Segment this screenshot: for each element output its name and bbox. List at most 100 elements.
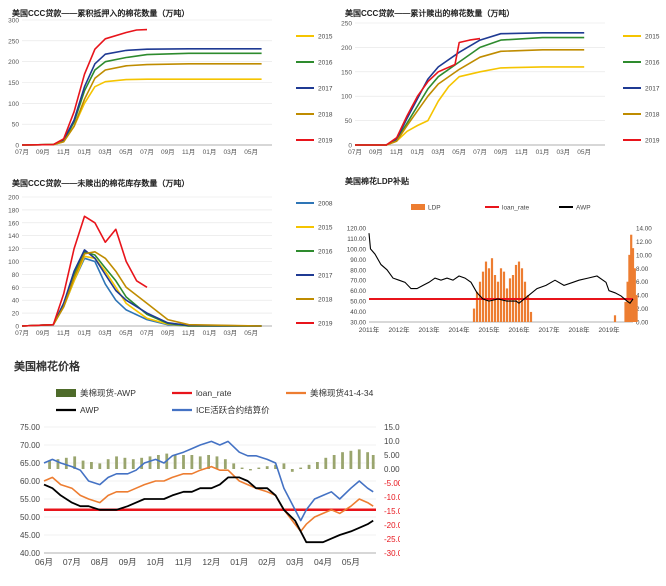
x-tick-label: 10月 <box>147 557 165 567</box>
x-tick-label: 03月 <box>223 329 237 337</box>
y-left-tick-label: 100.00 <box>347 246 367 253</box>
series-line-2018 <box>21 251 262 327</box>
ldp-bar <box>475 291 479 322</box>
x-tick-label: 05月 <box>577 148 591 156</box>
x-tick-label: 05月 <box>342 557 360 567</box>
x-tick-label: 11月 <box>57 148 70 156</box>
x-tick-label: 07月 <box>140 148 154 156</box>
x-tick-label: 07月 <box>348 148 362 156</box>
series-line-2019 <box>21 28 148 146</box>
ldp-bar <box>523 281 527 322</box>
spread-bar <box>357 449 361 469</box>
x-tick-label: 03月 <box>556 148 570 156</box>
y-left-tick-label: 60.00 <box>350 288 366 295</box>
spread-bar <box>371 455 375 469</box>
spread-bar <box>148 456 152 469</box>
y-left-tick-label: 70.00 <box>350 278 366 285</box>
y-left-tick-label: 70.00 <box>20 441 41 450</box>
x-tick-label: 05月 <box>452 148 466 156</box>
ldp-bar <box>505 288 509 322</box>
y-right-tick-label: 8.00 <box>636 266 649 273</box>
ldp-bar <box>472 308 476 322</box>
y-left-tick-label: 120.00 <box>347 226 367 233</box>
ldp-bar <box>481 271 485 322</box>
x-tick-label: 03月 <box>98 148 112 156</box>
y-tick-label: 20 <box>12 311 20 318</box>
ldp-bar <box>517 261 521 322</box>
chart-canvas: 75.00 70.00 65.00 60.00 55.00 50.00 45.00 40.00… <box>20 388 400 567</box>
legend-label: 2019 <box>645 138 660 145</box>
y-tick-label: 0 <box>348 143 352 150</box>
x-tick-label: 09月 <box>36 329 50 337</box>
chart-title: 美国棉花LDP补贴 <box>345 177 409 186</box>
series-line-2015 <box>21 78 262 146</box>
ldp-bar <box>526 295 530 322</box>
spot-price-line <box>43 465 374 533</box>
x-tick-label: 2012年 <box>389 325 410 334</box>
y-right-tick-label: 12.00 <box>636 239 652 246</box>
ldp-bar <box>496 281 500 322</box>
y-tick-label: 60 <box>12 285 20 292</box>
x-tick-label: 08月 <box>91 557 109 567</box>
chart-title: 美国CCC贷款——累计赎出的棉花数量（万吨） <box>345 9 515 18</box>
x-tick-label: 11月 <box>175 557 192 567</box>
legend-label: AWP <box>80 405 99 415</box>
spread-bar <box>48 460 51 469</box>
spread-bar <box>366 452 370 469</box>
spread-bar <box>223 459 227 469</box>
spread-bar <box>240 467 244 469</box>
y-left-tick-label: 45.00 <box>20 531 41 540</box>
y-tick-label: 50 <box>345 118 353 125</box>
y-tick-label: 250 <box>8 38 19 45</box>
series-line-2018 <box>21 62 262 146</box>
legend-swatch <box>56 389 76 397</box>
y-tick-label: 80 <box>12 272 20 279</box>
ldp-bar <box>630 234 633 322</box>
spread-bar <box>115 456 118 469</box>
ice-settlement-line <box>43 440 374 522</box>
spread-bar <box>156 455 160 469</box>
legend-label: 2017 <box>645 86 660 93</box>
legend-label: 美棉现货-AWP <box>80 388 136 398</box>
y-tick-label: 0 <box>15 143 19 150</box>
x-tick-label: 01月 <box>536 148 550 156</box>
ldp-bar <box>487 268 491 322</box>
y-right-tick-label: 15.00 <box>384 423 400 432</box>
x-tick-label: 01月 <box>230 557 248 567</box>
x-tick-label: 01月 <box>411 148 425 156</box>
legend-label: 2019 <box>318 138 333 145</box>
spread-bar <box>173 455 177 469</box>
y-tick-label: 100 <box>341 94 352 101</box>
ldp-bar <box>490 258 494 322</box>
awp-line <box>43 476 374 544</box>
spread-bar <box>249 469 252 471</box>
ldp-bar <box>635 295 638 322</box>
legend-label: 2015 <box>645 34 660 41</box>
spread-bar <box>140 457 144 469</box>
ldp-bar <box>520 268 524 322</box>
x-tick-label: 01月 <box>203 329 217 337</box>
x-tick-label: 02月 <box>258 557 276 567</box>
y-right-tick-label: 0.00 <box>636 320 649 327</box>
spread-bar <box>215 456 219 469</box>
spread-bar <box>257 467 261 469</box>
y-right-tick-label: 10.00 <box>384 437 400 446</box>
ldp-bar <box>502 271 506 322</box>
y-left-tick-label: 110.00 <box>347 236 366 243</box>
y-tick-label: 150 <box>8 80 19 87</box>
y-right-tick-label: 0.00 <box>384 465 400 474</box>
chart-ccc-redeemed: 美国CCC贷款——累计赎出的棉花数量（万吨） 0 50 100 150 200 250 07… <box>333 0 666 170</box>
spread-bar <box>290 469 294 472</box>
legend-label: 2017 <box>318 86 333 93</box>
y-tick-label: 0 <box>15 324 19 331</box>
y-tick-label: 100 <box>8 101 19 108</box>
series-line-2018 <box>355 48 585 146</box>
x-tick-label: 2017年 <box>539 325 560 334</box>
chart-title: 美国CCC贷款——未赎出的棉花库存数量（万吨） <box>12 179 190 188</box>
x-tick-label: 2013年 <box>419 325 440 334</box>
y-right-tick-label: 2.00 <box>636 306 649 313</box>
x-tick-label: 01月 <box>78 148 92 156</box>
y-right-tick-label: 14.00 <box>636 226 652 233</box>
x-tick-label: 2016年 <box>509 325 530 334</box>
x-tick-label: 09月 <box>161 148 175 156</box>
